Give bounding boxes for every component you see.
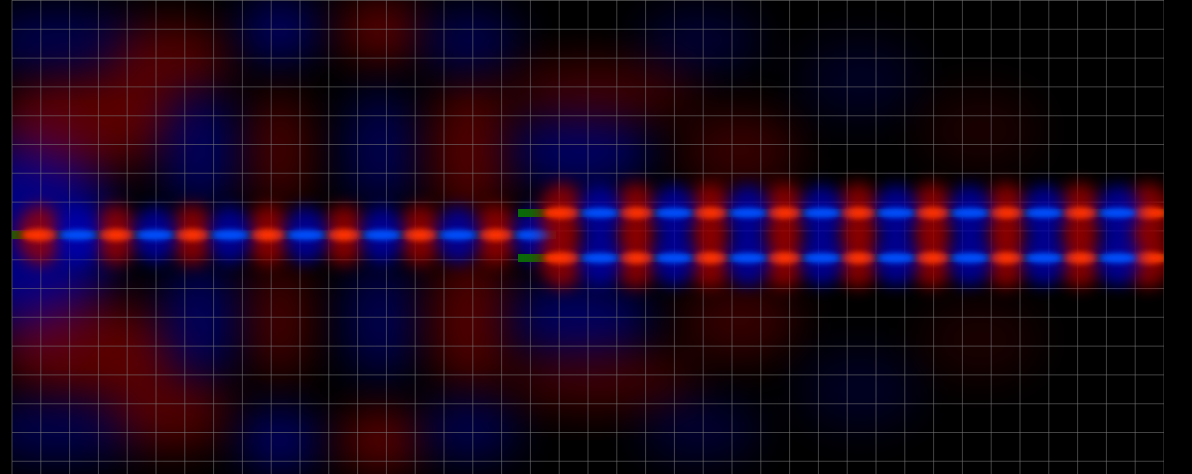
field-peak	[952, 208, 988, 218]
field-peak	[766, 207, 802, 219]
field-peak	[288, 230, 324, 240]
field-lobe	[920, 90, 1040, 170]
field-lobe	[510, 280, 650, 360]
field-peak	[804, 253, 840, 263]
field-peak	[582, 208, 618, 218]
field-peak	[692, 252, 728, 264]
field-peak	[98, 229, 134, 241]
field-peak	[137, 230, 173, 240]
field-lobe	[500, 350, 700, 410]
field-lobe	[500, 60, 700, 120]
field-peak	[60, 230, 96, 240]
field-lobe	[640, 10, 760, 70]
field-lobe	[420, 10, 520, 70]
field-lobe	[12, 400, 140, 460]
field-lobe	[345, 90, 415, 210]
field-lobe	[250, 260, 310, 380]
field-peak	[364, 230, 400, 240]
field-peak	[914, 252, 950, 264]
field-peak	[1062, 207, 1098, 219]
field-lobe	[12, 10, 140, 70]
field-peak	[1100, 253, 1136, 263]
field-peak	[212, 230, 248, 240]
field-lobe	[680, 110, 800, 190]
field-peak	[250, 229, 286, 241]
field-peak	[174, 229, 210, 241]
field-peak	[544, 207, 580, 219]
field-peak	[1062, 252, 1098, 264]
field-lobe	[510, 110, 650, 190]
field-lobe	[420, 400, 520, 460]
field-lobe	[110, 20, 230, 100]
field-lobe	[160, 90, 240, 210]
field-background	[12, 0, 1040, 470]
field-peak	[478, 229, 514, 241]
field-lobe	[345, 260, 415, 380]
margin	[1164, 0, 1192, 474]
field-peak	[1026, 208, 1062, 218]
field-peak	[692, 207, 728, 219]
field-lobe	[430, 250, 510, 390]
field-peak	[730, 208, 766, 218]
field-lobe	[340, 410, 420, 470]
field-lobe	[240, 0, 320, 60]
field-peak	[804, 208, 840, 218]
field-peak	[914, 207, 950, 219]
field-peak	[582, 253, 618, 263]
field-lobe	[430, 80, 510, 220]
waveguides	[12, 183, 1164, 288]
field-peak	[952, 253, 988, 263]
field-lobe	[800, 40, 920, 120]
field-lobe	[920, 300, 1040, 380]
field-peak	[730, 253, 766, 263]
field-lobe	[250, 90, 310, 210]
field-peak	[878, 208, 914, 218]
field-peak	[1026, 253, 1062, 263]
field-peak	[544, 252, 580, 264]
field-peak	[402, 229, 438, 241]
field-peak	[618, 252, 654, 264]
field-lobe	[640, 400, 760, 460]
field-peak	[878, 253, 914, 263]
field-peak	[1100, 208, 1136, 218]
field-peak	[516, 230, 552, 240]
field-lobe	[340, 0, 420, 60]
field-peak	[766, 252, 802, 264]
field-peak	[618, 207, 654, 219]
field-peak	[326, 229, 362, 241]
field-lobe	[110, 370, 230, 450]
field-peak	[840, 207, 876, 219]
field-peak	[656, 253, 692, 263]
field-peak	[656, 208, 692, 218]
field-peak	[988, 207, 1024, 219]
field-peak	[22, 229, 58, 241]
field-lobe	[680, 280, 800, 360]
field-peak	[440, 230, 476, 240]
field-lobe	[800, 350, 920, 430]
field-lobe	[160, 260, 240, 380]
field-peak	[840, 252, 876, 264]
field-peak	[988, 252, 1024, 264]
